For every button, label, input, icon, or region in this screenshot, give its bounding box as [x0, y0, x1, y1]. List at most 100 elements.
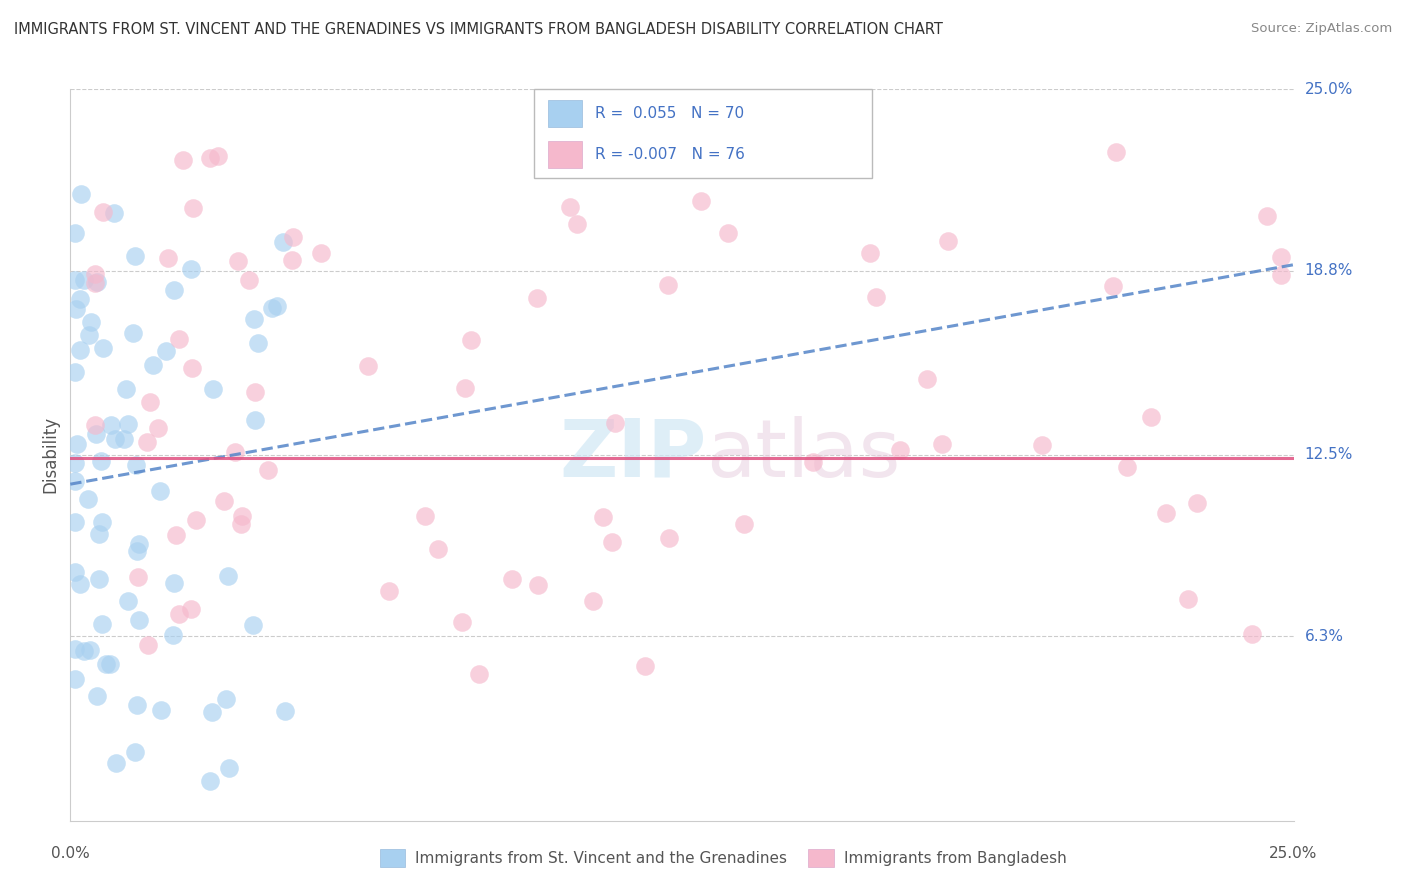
Point: [200, 706, 222, 720]
Point: [80, 315, 103, 329]
Point: [79, 642, 101, 657]
Text: 25.0%: 25.0%: [1270, 846, 1317, 861]
Point: [89, 572, 111, 586]
Point: [1241, 627, 1264, 641]
Point: [180, 262, 202, 277]
Point: [181, 202, 204, 216]
Point: [86, 689, 108, 703]
Point: [127, 569, 149, 583]
Point: [717, 227, 740, 241]
Point: [600, 534, 623, 549]
Text: Immigrants from Bangladesh: Immigrants from Bangladesh: [844, 851, 1066, 865]
Point: [84, 427, 107, 442]
Point: [122, 326, 145, 340]
Point: [243, 312, 266, 326]
Point: [165, 528, 187, 542]
Text: 6.3%: 6.3%: [1305, 629, 1344, 644]
Point: [149, 484, 172, 499]
Point: [125, 458, 148, 473]
Point: [63, 475, 86, 489]
Point: [238, 273, 260, 287]
Point: [69, 343, 91, 357]
Point: [73, 273, 96, 287]
Point: [260, 301, 283, 315]
Point: [378, 583, 401, 598]
Point: [274, 704, 297, 718]
Point: [155, 343, 177, 358]
Point: [243, 412, 266, 426]
Point: [526, 577, 548, 591]
Point: [186, 513, 208, 527]
Point: [73, 643, 96, 657]
Point: [936, 234, 959, 248]
Text: 12.5%: 12.5%: [1305, 448, 1353, 462]
Point: [690, 194, 713, 208]
Point: [582, 594, 605, 608]
Point: [117, 417, 139, 431]
Point: [1270, 268, 1292, 282]
Text: R = -0.007   N = 76: R = -0.007 N = 76: [595, 147, 745, 161]
Point: [63, 273, 86, 287]
Point: [581, 139, 603, 153]
Point: [124, 249, 146, 263]
Point: [138, 394, 160, 409]
Point: [148, 421, 170, 435]
Point: [89, 526, 111, 541]
Point: [98, 657, 121, 672]
Text: IMMIGRANTS FROM ST. VINCENT AND THE GRENADINES VS IMMIGRANTS FROM BANGLADESH DIS: IMMIGRANTS FROM ST. VINCENT AND THE GREN…: [14, 22, 943, 37]
Point: [124, 745, 146, 759]
Point: [91, 342, 114, 356]
Point: [180, 601, 202, 615]
Point: [66, 437, 89, 451]
Point: [1031, 438, 1053, 452]
Point: [167, 332, 190, 346]
Point: [915, 372, 938, 386]
Point: [83, 418, 105, 433]
Point: [231, 508, 253, 523]
Point: [243, 385, 266, 400]
Bar: [548, 100, 582, 127]
Point: [1115, 460, 1137, 475]
Text: 18.8%: 18.8%: [1305, 263, 1353, 278]
Point: [63, 227, 86, 241]
Point: [94, 657, 117, 672]
Point: [413, 508, 436, 523]
Point: [273, 235, 295, 249]
Text: Immigrants from St. Vincent and the Grenadines: Immigrants from St. Vincent and the Gren…: [415, 851, 787, 865]
Point: [100, 417, 122, 432]
Point: [63, 515, 86, 529]
Point: [91, 515, 114, 529]
Point: [658, 531, 681, 545]
Point: [931, 437, 953, 451]
Point: [1154, 506, 1177, 520]
Point: [127, 698, 149, 712]
Point: [454, 381, 477, 395]
Point: [1177, 592, 1199, 607]
Text: atlas: atlas: [706, 416, 901, 494]
Point: [69, 186, 91, 201]
Point: [142, 358, 165, 372]
Point: [104, 756, 127, 771]
Point: [69, 577, 91, 591]
Point: [128, 613, 150, 627]
Point: [63, 566, 86, 580]
Point: [86, 276, 108, 290]
Point: [207, 149, 229, 163]
Point: [565, 217, 588, 231]
Point: [202, 382, 225, 396]
Point: [214, 691, 236, 706]
Text: Source: ZipAtlas.com: Source: ZipAtlas.com: [1251, 22, 1392, 36]
Point: [634, 659, 657, 673]
Point: [163, 576, 186, 591]
Point: [467, 667, 489, 681]
Point: [149, 703, 172, 717]
Point: [200, 774, 222, 789]
Point: [172, 153, 194, 167]
Point: [90, 617, 112, 632]
Point: [427, 541, 450, 556]
FancyBboxPatch shape: [534, 89, 872, 178]
Point: [136, 638, 159, 652]
Point: [242, 618, 264, 632]
Text: 0.0%: 0.0%: [51, 846, 90, 861]
Point: [224, 445, 246, 459]
